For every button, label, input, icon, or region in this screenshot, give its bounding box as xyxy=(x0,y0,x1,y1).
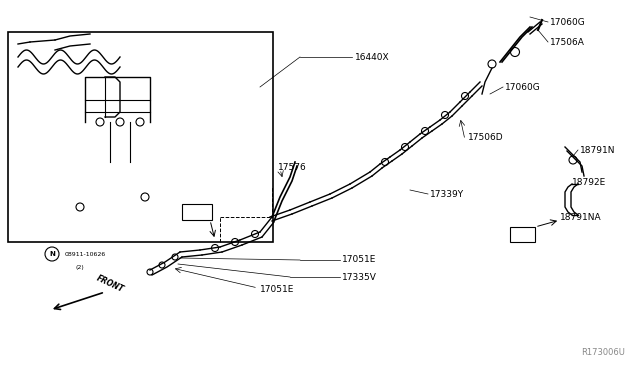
Text: 08911-10626: 08911-10626 xyxy=(65,251,106,257)
Text: 16440X: 16440X xyxy=(355,52,390,61)
Text: 17051E: 17051E xyxy=(342,256,376,264)
Text: 17506D: 17506D xyxy=(468,132,504,141)
Text: 17339Y: 17339Y xyxy=(430,189,464,199)
Text: N: N xyxy=(49,251,55,257)
Bar xyxy=(8,32,273,242)
Text: R173006U: R173006U xyxy=(581,348,625,357)
Text: SEC.164: SEC.164 xyxy=(184,209,210,215)
Text: 18791N: 18791N xyxy=(580,145,616,154)
Text: 17060G: 17060G xyxy=(550,17,586,26)
Text: 17506A: 17506A xyxy=(550,38,585,46)
Text: 18791NA: 18791NA xyxy=(560,212,602,221)
Text: 17051E: 17051E xyxy=(260,285,294,295)
Text: 17576: 17576 xyxy=(278,163,307,171)
Bar xyxy=(510,227,535,242)
Text: 18792E: 18792E xyxy=(572,177,606,186)
Text: (2): (2) xyxy=(75,264,84,269)
Text: SEC.223: SEC.223 xyxy=(509,232,536,237)
Text: 17060G: 17060G xyxy=(505,83,541,92)
Text: 17335V: 17335V xyxy=(342,273,377,282)
Text: FRONT: FRONT xyxy=(95,273,125,294)
Bar xyxy=(182,204,212,220)
